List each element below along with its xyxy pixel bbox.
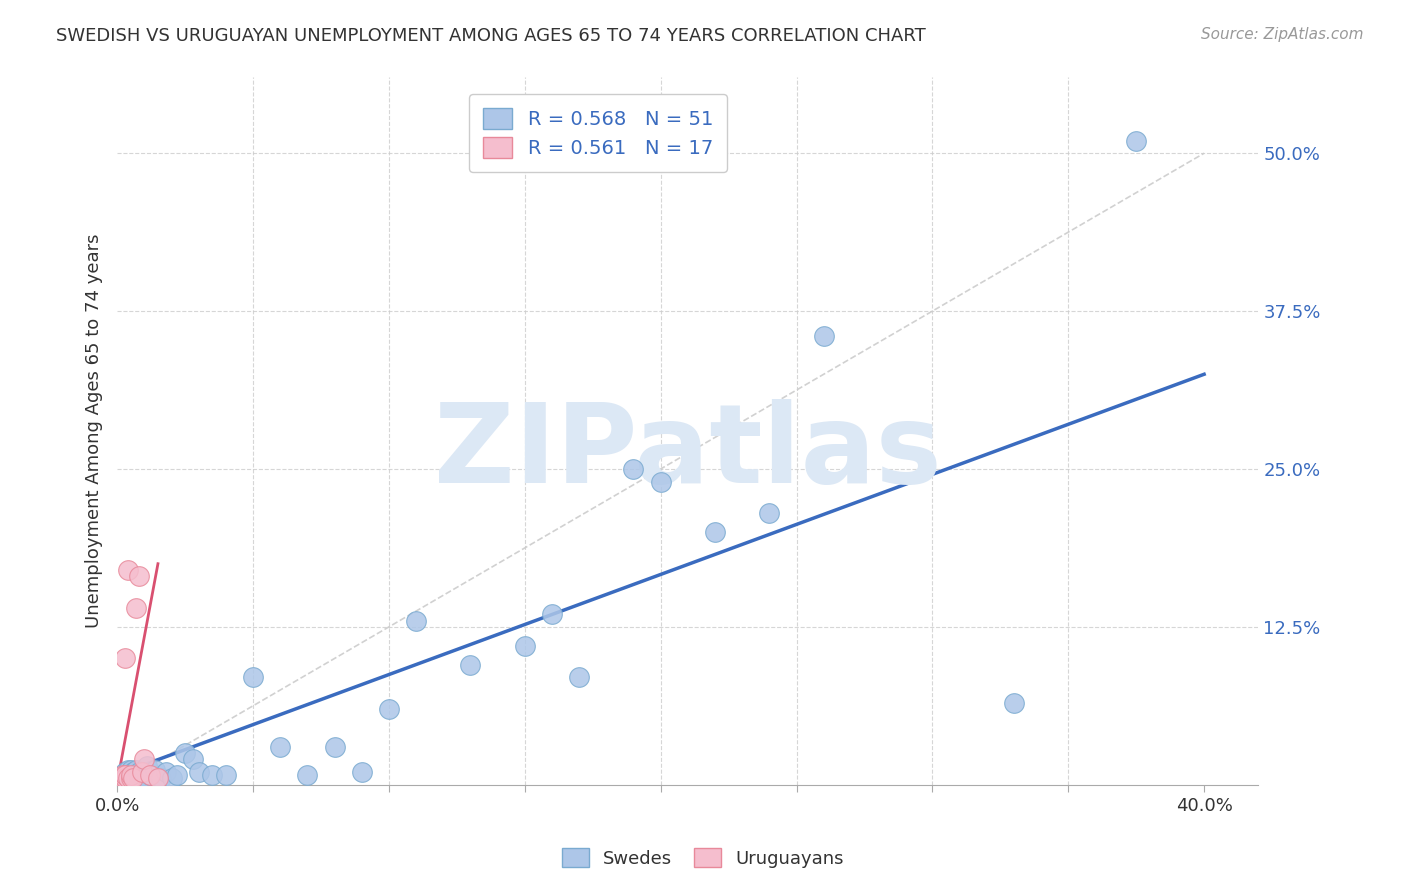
Point [134, 772, 156, 786]
Point [136, 759, 159, 773]
Point [155, 765, 177, 780]
Legend: Swedes, Uruguayans: Swedes, Uruguayans [551, 837, 855, 879]
Point [117, 767, 139, 781]
Point [120, 772, 142, 786]
Point [117, 772, 139, 786]
Point [350, 765, 373, 780]
Point [120, 767, 142, 781]
Point [139, 767, 162, 781]
Point [541, 607, 564, 622]
Point [114, 772, 136, 786]
Point [117, 763, 139, 777]
Point [128, 569, 150, 583]
Point [128, 765, 150, 780]
Point [215, 767, 238, 781]
Text: SWEDISH VS URUGUAYAN UNEMPLOYMENT AMONG AGES 65 TO 74 YEARS CORRELATION CHART: SWEDISH VS URUGUAYAN UNEMPLOYMENT AMONG … [56, 27, 927, 45]
Text: Source: ZipAtlas.com: Source: ZipAtlas.com [1201, 27, 1364, 42]
Point [650, 475, 672, 489]
Text: ZIPatlas: ZIPatlas [434, 399, 942, 506]
Point [513, 639, 536, 653]
Point [242, 670, 264, 684]
Point [201, 767, 224, 781]
Point [122, 765, 145, 780]
Point [174, 746, 197, 760]
Point [111, 772, 134, 786]
Point [111, 767, 134, 781]
Point [181, 752, 204, 766]
Point [139, 767, 162, 781]
Point [149, 772, 172, 786]
Point [131, 767, 153, 781]
Point [117, 563, 139, 577]
Point [120, 772, 142, 786]
Y-axis label: Unemployment Among Ages 65 to 74 years: Unemployment Among Ages 65 to 74 years [86, 234, 103, 628]
Point [128, 770, 150, 784]
Point [704, 525, 727, 540]
Point [114, 772, 136, 786]
Point [114, 767, 136, 781]
Point [1125, 134, 1147, 148]
Point [134, 752, 156, 766]
Point [114, 767, 136, 781]
Point [120, 767, 142, 781]
Point [120, 763, 142, 777]
Point [114, 765, 136, 780]
Point [131, 765, 153, 780]
Point [111, 767, 134, 781]
Point [297, 767, 319, 781]
Point [323, 739, 346, 754]
Point [758, 506, 780, 520]
Point [568, 670, 591, 684]
Point [108, 772, 131, 786]
Point [122, 772, 145, 786]
Point [122, 772, 145, 786]
Point [111, 772, 134, 786]
Point [146, 772, 169, 786]
Point [114, 651, 136, 665]
Point [187, 765, 209, 780]
Point [166, 767, 188, 781]
Point [269, 739, 291, 754]
Legend: R = 0.568   N = 51, R = 0.561   N = 17: R = 0.568 N = 51, R = 0.561 N = 17 [470, 95, 727, 171]
Point [405, 614, 427, 628]
Point [108, 772, 131, 786]
Point [160, 772, 183, 786]
Point [125, 601, 148, 615]
Point [134, 765, 156, 780]
Point [623, 462, 645, 476]
Point [143, 763, 166, 777]
Point [460, 657, 482, 672]
Point [1002, 696, 1025, 710]
Point [117, 772, 139, 786]
Point [378, 702, 401, 716]
Point [125, 772, 148, 786]
Point [125, 763, 148, 777]
Point [813, 329, 835, 343]
